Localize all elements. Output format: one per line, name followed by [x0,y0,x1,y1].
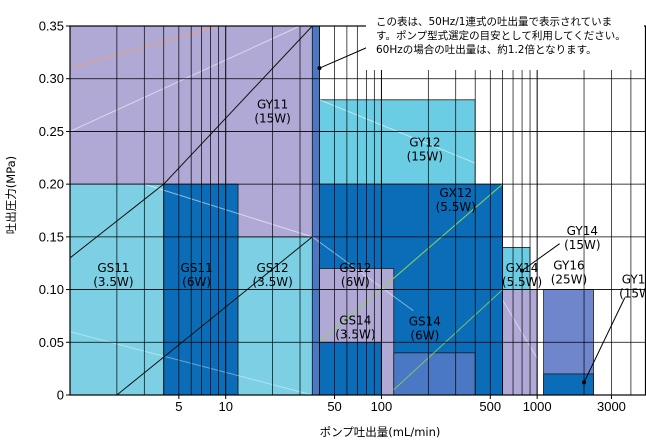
region-name: GY16 [622,272,646,286]
region-wattage: (6W) [341,275,370,289]
label-gs11-3: GS11(6W) [180,261,212,289]
y-tick-label-6: 0.25 [39,124,64,139]
x-tick-label-4: 100 [371,399,393,414]
label-gs12-8: GS12(6W) [339,261,371,289]
y-tick-label-5: 0.20 [39,177,64,192]
region-wattage: (15W) [619,286,646,300]
region-wattage: (15W) [254,111,291,125]
y-tick-label-3: 0.10 [39,282,64,297]
label-gy14-11: GY14(15W) [520,224,601,273]
region-name: GS14 [409,315,441,329]
region-gs14-10 [393,352,476,396]
region-name: GS11 [97,261,129,275]
region-name: GY11 [257,97,288,111]
decor-line-5 [312,236,414,312]
region-wattage: (5.5W) [436,200,476,214]
region-name: GY12 [409,135,440,149]
region-name: GS14 [339,313,371,327]
region-wattage: (6W) [182,275,211,289]
y-tick-label-4: 0.15 [39,229,64,244]
region-wattage: (6W) [410,329,439,343]
label-gs12-4: GS12(3.5W) [252,261,292,289]
y-tick-label-1: 0 [57,388,64,403]
region-name: GS11 [180,261,212,275]
label-leader-dot [582,380,587,385]
reference-line-3 [116,236,313,396]
chart-note: この表は、50Hz/1連式の吐出量で表示されています。ポンプ型式選定の目安として… [366,10,644,70]
region-name: GS12 [257,261,289,275]
x-tick-label-5: 500 [479,399,501,414]
y-tick-label-8: 0.35 [39,19,64,34]
label-leader-line [319,46,370,69]
y-tick-label-7: 0.30 [39,71,64,86]
y-tick-label-2: 0.05 [39,335,64,350]
label-gy12-6: GY12(15W) [407,135,444,163]
region-wattage: (15W) [564,238,601,252]
regions-layer [69,25,594,396]
x-tick-label-2: 10 [218,399,232,414]
decor-line-7 [319,183,503,343]
region-labels-layer: GY11(15W)GS11(3.5W)GS11(6W)GS12(3.5W)GX1… [93,29,646,385]
region-name: GS12 [339,261,371,275]
label-gy11-1: GY11(15W) [254,97,291,125]
label-leader-line [521,243,560,272]
region-gx11-5 [311,25,320,396]
label-leader-dot [520,268,525,273]
region-wattage: (3.5W) [93,275,133,289]
region-name: GX14 [506,261,539,275]
label-gs14-9: GS14(3.5W) [335,313,375,341]
decor-line-8 [393,289,503,391]
x-tick-label-1: 5 [175,399,182,414]
x-axis-title: ポンプ吐出量(mL/min) [320,425,441,439]
x-tick-label-3: 50 [327,399,341,414]
region-wattage: (15W) [407,149,444,163]
reference-line-2 [163,25,313,185]
x-tick-label-7: 3000 [597,399,626,414]
region-wattage: (3.5W) [252,275,292,289]
region-wattage: (3.5W) [335,327,375,341]
region-name: GX12 [439,186,472,200]
label-gx14-12: GX14(5.5W) [502,261,542,289]
label-leader-line [583,297,626,383]
decor-line-3 [144,183,313,238]
grid-layer [70,25,646,395]
region-gs14-9 [319,341,382,396]
region-wattage: (25W) [551,273,588,287]
region-name: GY16 [553,259,584,273]
y-axis-title: 吐出圧力(MPa) [4,156,18,234]
region-wattage: (5.5W) [502,275,542,289]
label-gs11-2: GS11(3.5W) [93,261,133,289]
decor-line-9 [502,299,538,359]
note-line-3: 60Hzの場合の吐出量は、約1.2倍となります。 [376,43,597,56]
label-gy16-13: GY16(25W) [551,259,588,287]
x-tick-label-6: 1000 [523,399,552,414]
label-gx12-7: GX12(5.5W) [436,186,476,214]
region-name: GY14 [567,224,598,238]
note-line-1: この表は、50Hz/1連式の吐出量で表示されていま [376,15,612,28]
region-gy16-14 [543,373,594,396]
note-background [366,10,644,70]
label-gy16-14: GY16(15W) [582,272,646,385]
note-line-2: す。ポンプ型式選定の目安として利用してください。 [376,29,626,42]
label-gs14-10: GS14(6W) [409,315,441,343]
label-leader-dot [317,66,322,71]
